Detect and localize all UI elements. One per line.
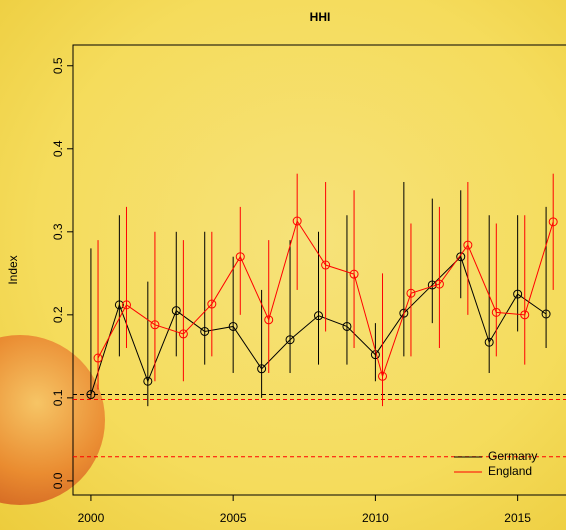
legend-label: Germany (488, 449, 537, 463)
y-axis-label: Index (6, 255, 20, 284)
x-tick-label: 2015 (504, 511, 531, 525)
point (150, 320, 160, 330)
legend-label: England (488, 464, 532, 478)
series-line (90, 255, 547, 395)
x-tick-label: 2005 (220, 511, 247, 525)
point (399, 308, 409, 318)
point (520, 310, 530, 320)
y-tick-label: 0.2 (51, 306, 65, 323)
point (314, 311, 324, 321)
point (86, 390, 96, 400)
y-tick-label: 0.4 (51, 140, 65, 157)
point (264, 315, 274, 325)
point (257, 364, 267, 374)
point (207, 299, 217, 309)
y-tick-label: 0.1 (51, 389, 65, 406)
decoration (0, 335, 105, 505)
point (114, 300, 124, 310)
point (121, 300, 131, 310)
chart-title: HHI (310, 10, 331, 24)
x-tick-label: 2000 (78, 511, 105, 525)
point (228, 321, 238, 331)
y-tick-label: 0.3 (51, 223, 65, 240)
y-tick-label: 0.5 (51, 57, 65, 74)
point (456, 252, 466, 262)
point (171, 306, 181, 316)
point (434, 279, 444, 289)
point (178, 329, 188, 339)
series-line (97, 219, 554, 378)
point (285, 335, 295, 345)
point (200, 326, 210, 336)
point (541, 309, 551, 319)
x-tick-label: 2010 (362, 511, 389, 525)
point (349, 269, 359, 279)
point (292, 216, 302, 226)
point (342, 321, 352, 331)
point (491, 307, 501, 317)
point (406, 288, 416, 298)
point (548, 217, 558, 227)
point (463, 240, 473, 250)
point (484, 337, 494, 347)
point (321, 260, 331, 270)
point (93, 353, 103, 363)
point (143, 376, 153, 386)
point (378, 371, 388, 381)
point (513, 289, 523, 299)
y-tick-label: 0.0 (51, 472, 65, 489)
point (235, 252, 245, 262)
